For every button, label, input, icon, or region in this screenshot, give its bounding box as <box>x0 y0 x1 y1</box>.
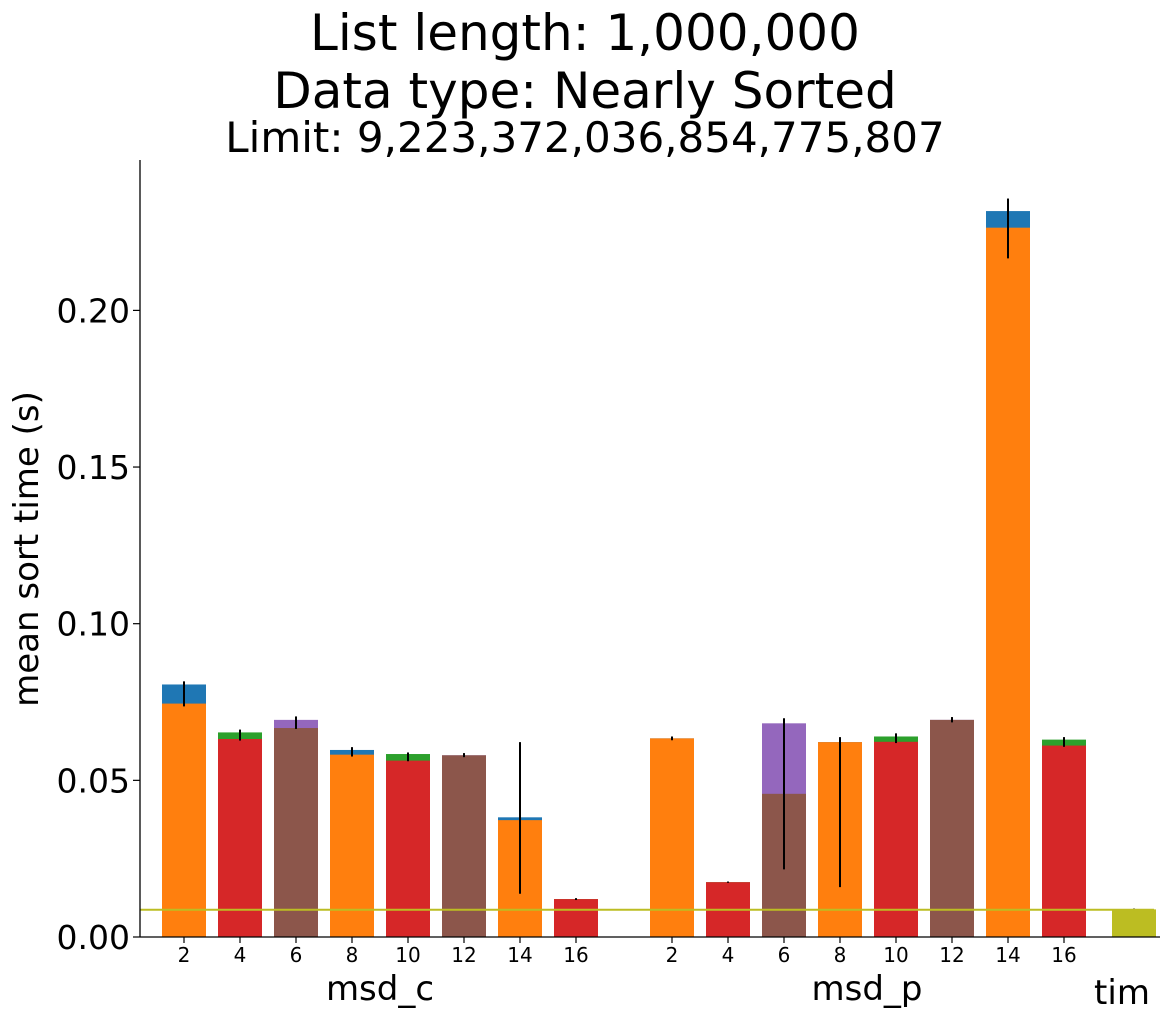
y-tick-label-1: 0.05 <box>57 761 130 800</box>
x-tick-label-msd_c-14: 14 <box>507 943 532 967</box>
bar-msd_p-12-front <box>930 719 974 937</box>
y-tick-label-4: 0.20 <box>57 291 130 330</box>
x-tick-label-msd_p-10: 10 <box>883 943 908 967</box>
bar-msd_c-2-front <box>162 703 206 937</box>
x-tick-label-msd_c-4: 4 <box>234 943 247 967</box>
group-label-msd_p: msd_p <box>812 969 923 1009</box>
x-tick-label-msd_c-8: 8 <box>346 943 359 967</box>
bar-msd_c-12-front <box>442 755 486 937</box>
y-tick-label-3: 0.15 <box>57 448 130 487</box>
x-tick-label-msd_p-6: 6 <box>778 943 791 967</box>
x-tick-label-msd_p-14: 14 <box>995 943 1020 967</box>
group-label-tim: tim <box>1094 973 1150 1013</box>
y-tick-label-0: 0.00 <box>57 918 130 957</box>
chart-subtitle: Data type: Nearly Sorted <box>273 62 896 120</box>
bar-msd_p-14-front <box>986 227 1030 937</box>
x-tick-label-msd_c-12: 12 <box>451 943 476 967</box>
x-tick-label-msd_p-4: 4 <box>722 943 735 967</box>
x-tick-label-msd_c-2: 2 <box>178 943 191 967</box>
ticks-layer: 2 4 6 8 10 12 14 16 2 4 6 8 10 12 14 16 0.00 0.05 0.10 0.15… <box>57 291 1077 967</box>
x-tick-label-msd_p-12: 12 <box>939 943 964 967</box>
x-tick-label-msd_p-2: 2 <box>666 943 679 967</box>
bar-msd_p-2-front <box>650 738 694 937</box>
y-tick-label-2: 0.10 <box>57 605 130 644</box>
bar-msd_c-10-front <box>386 760 430 937</box>
axes-layer <box>139 160 1160 938</box>
group-label-msd_c: msd_c <box>326 969 434 1009</box>
chart-title: List length: 1,000,000 <box>310 4 860 62</box>
x-tick-label-msd_c-16: 16 <box>563 943 588 967</box>
chart-subtitle-limit: Limit: 9,223,372,036,854,775,807 <box>225 113 944 162</box>
y-axis-label: mean sort time (s) <box>7 391 47 707</box>
bar-tim-all-front <box>1112 909 1156 937</box>
bar-msd_p-16-front <box>1042 745 1086 937</box>
x-tick-label-msd_c-6: 6 <box>290 943 303 967</box>
x-tick-label-msd_p-16: 16 <box>1051 943 1076 967</box>
bar-msd_c-6-front <box>274 728 318 937</box>
group-labels-layer: msd_c msd_p tim <box>326 969 1150 1013</box>
x-tick-label-msd_c-10: 10 <box>395 943 420 967</box>
bar-msd_p-10-front <box>874 741 918 937</box>
bar-msd_c-16-front <box>554 899 598 937</box>
x-tick-label-msd_p-8: 8 <box>834 943 847 967</box>
bars-layer <box>162 198 1156 937</box>
bar-msd_c-4-front <box>218 738 262 937</box>
bar-msd_c-8-front <box>330 754 374 937</box>
